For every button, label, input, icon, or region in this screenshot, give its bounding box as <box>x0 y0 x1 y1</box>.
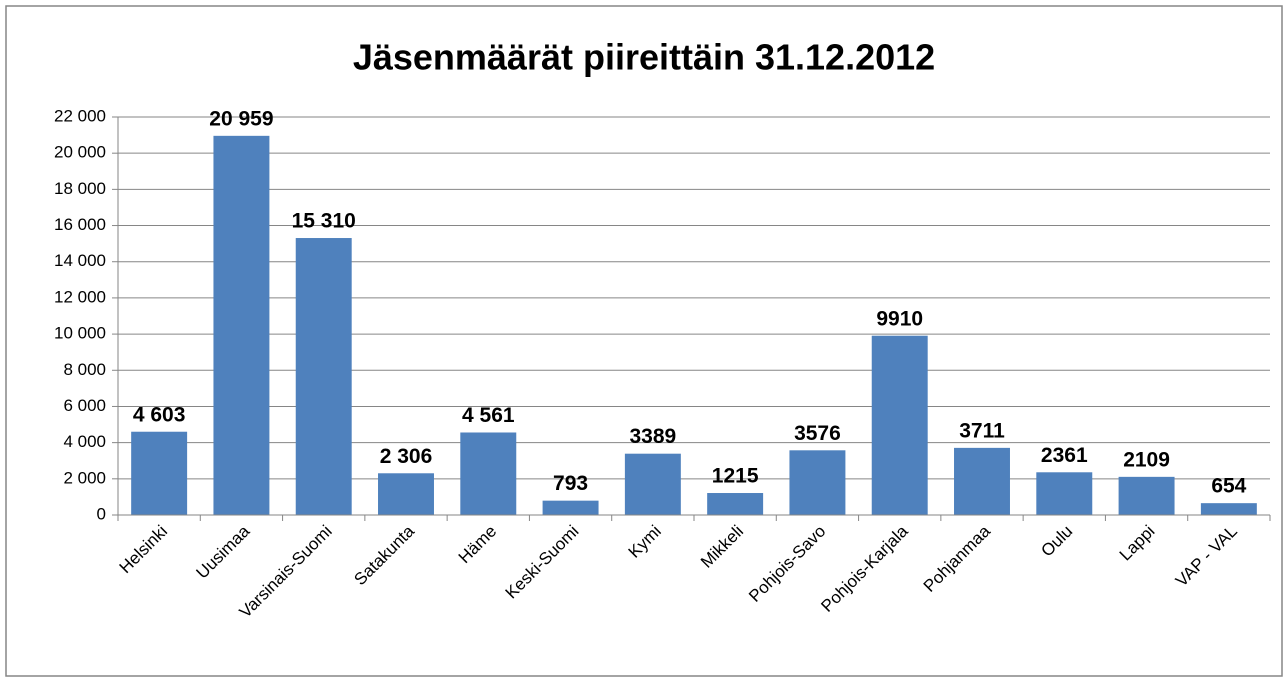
bar <box>707 493 764 515</box>
data-label: 3711 <box>959 419 1005 442</box>
y-tick-label: 18 000 <box>54 179 106 198</box>
bar <box>1118 476 1175 515</box>
y-tick-label: 12 000 <box>54 287 106 306</box>
y-tick-label: 0 <box>97 504 106 523</box>
bar <box>542 500 599 515</box>
bar <box>789 450 846 515</box>
y-tick-label: 6 000 <box>63 396 106 415</box>
y-tick-label: 4 000 <box>63 432 106 451</box>
data-label: 2 306 <box>380 445 433 468</box>
data-label: 2361 <box>1041 444 1088 467</box>
data-label: 793 <box>553 472 588 495</box>
bar <box>871 335 928 515</box>
chart-border <box>5 5 1283 677</box>
y-tick-label: 2 000 <box>63 468 106 487</box>
bar <box>954 447 1010 515</box>
y-tick-label: 14 000 <box>54 251 106 270</box>
chart-title: Jäsenmäärät piireittäin 31.12.2012 <box>353 37 935 78</box>
bar <box>1036 472 1093 515</box>
y-tick-label: 10 000 <box>54 324 106 343</box>
data-label: 3389 <box>629 425 676 448</box>
data-label: 15 310 <box>292 210 356 233</box>
bar <box>131 431 188 515</box>
data-label: 20 959 <box>209 107 273 130</box>
data-label: 1215 <box>712 465 759 488</box>
y-tick-label: 22 000 <box>54 106 106 125</box>
data-label: 4 603 <box>133 403 186 426</box>
data-label: 4 561 <box>462 404 515 427</box>
bar <box>1200 503 1257 515</box>
y-tick-label: 20 000 <box>54 143 106 162</box>
data-label: 2109 <box>1123 448 1170 471</box>
bar <box>295 238 352 515</box>
bar <box>624 453 681 515</box>
data-label: 654 <box>1211 475 1246 498</box>
y-tick-label: 8 000 <box>63 360 106 379</box>
data-label: 3576 <box>794 422 841 445</box>
data-label: 9910 <box>876 307 923 330</box>
bar <box>460 432 517 515</box>
bar <box>378 473 434 515</box>
bar <box>213 135 270 515</box>
y-tick-label: 16 000 <box>54 215 106 234</box>
